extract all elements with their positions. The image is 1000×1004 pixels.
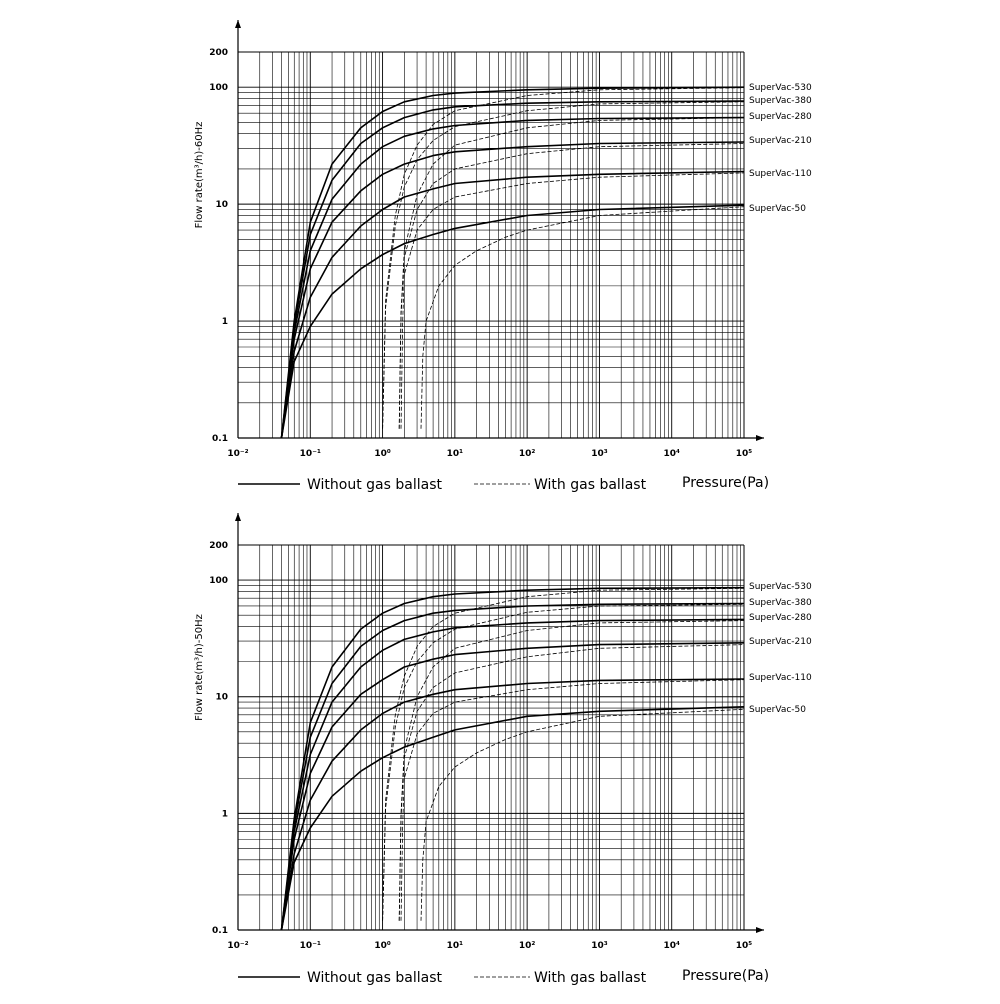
series-line-supervac-50-dashed xyxy=(420,708,745,921)
series-line-supervac-110-solid xyxy=(280,678,745,931)
series-line-supervac-380-dashed xyxy=(382,101,745,429)
x-axis-arrow xyxy=(756,927,764,933)
x-axis-label: Pressure(Pa) xyxy=(682,475,769,491)
series-line-supervac-280-dashed xyxy=(398,620,745,921)
x-tick-label: 10¹ xyxy=(447,449,464,459)
series-line-supervac-530-dashed xyxy=(382,587,745,921)
y-tick-label: 10 xyxy=(215,693,228,703)
x-tick-label: 10² xyxy=(519,449,536,459)
series-label: SuperVac-530 xyxy=(749,582,812,592)
series-lines xyxy=(280,586,745,931)
series-label: SuperVac-110 xyxy=(749,673,812,683)
series-line-supervac-50-solid xyxy=(280,204,745,439)
x-tick-label: 10¹ xyxy=(447,941,464,951)
y-axis-label: Flow rate(m³/h)-60Hz xyxy=(194,122,205,229)
series-line-supervac-210-dashed xyxy=(398,143,745,429)
series-label: SuperVac-280 xyxy=(749,613,812,623)
x-tick-label: 10⁵ xyxy=(736,941,753,951)
legend: Without gas ballast With gas ballast xyxy=(238,970,647,986)
x-tick-label: 10⁻¹ xyxy=(300,449,321,459)
y-tick-label: 10 xyxy=(215,200,228,210)
series-line-supervac-380-solid xyxy=(280,100,745,439)
series-line-supervac-110-dashed xyxy=(400,679,745,921)
legend-label-without-gas-ballast: Without gas ballast xyxy=(307,970,442,986)
y-tick-label: 1 xyxy=(222,809,228,819)
y-tick-label: 100 xyxy=(209,83,228,93)
x-tick-label: 10⁰ xyxy=(374,941,391,951)
chart-panel-1: 0.1 1 10 100 200 10⁻² 10⁻¹ 10⁰ 10¹ 10² 10³ 10⁴ 10⁵ Fl… xyxy=(194,20,812,493)
x-tick-label: 10⁰ xyxy=(374,449,391,459)
x-tick-label: 10⁵ xyxy=(736,449,753,459)
series-label: SuperVac-50 xyxy=(749,705,806,715)
x-tick-label: 10⁴ xyxy=(663,449,680,459)
x-tick-label: 10⁻¹ xyxy=(300,941,321,951)
series-lines xyxy=(280,86,745,439)
x-gridlines xyxy=(237,545,745,930)
series-label: SuperVac-210 xyxy=(749,136,812,146)
series-label: SuperVac-50 xyxy=(749,204,806,214)
y-axis-label: Flow rate(m³/h)-50Hz xyxy=(194,614,205,721)
y-gridlines xyxy=(238,51,744,439)
x-tick-label: 10⁻² xyxy=(227,449,248,459)
chart-panel-2: 0.1 1 10 100 200 10⁻² 10⁻¹ 10⁰ 10¹ 10² 10³ 10⁴ 10⁵ Fl… xyxy=(194,513,812,986)
series-label: SuperVac-280 xyxy=(749,112,812,122)
x-tick-label: 10³ xyxy=(591,449,608,459)
series-label: SuperVac-380 xyxy=(749,598,812,608)
series-line-supervac-530-dashed xyxy=(382,87,745,429)
y-gridlines xyxy=(238,544,744,931)
series-line-supervac-530-solid xyxy=(280,586,745,931)
x-tick-label: 10⁴ xyxy=(663,941,680,951)
legend-label-with-gas-ballast: With gas ballast xyxy=(534,477,647,493)
y-tick-label: 0.1 xyxy=(212,926,228,936)
x-axis-label: Pressure(Pa) xyxy=(682,968,769,984)
series-line-supervac-380-dashed xyxy=(382,603,745,921)
y-tick-label: 1 xyxy=(222,317,228,327)
series-line-supervac-280-solid xyxy=(280,116,745,439)
x-tick-label: 10³ xyxy=(591,941,608,951)
x-tick-label: 10² xyxy=(519,941,536,951)
series-line-supervac-110-dashed xyxy=(400,172,745,429)
series-label: SuperVac-110 xyxy=(749,169,812,179)
y-tick-label: 100 xyxy=(209,576,228,586)
y-tick-label: 0.1 xyxy=(212,434,228,444)
x-tick-label: 10⁻² xyxy=(227,941,248,951)
series-line-supervac-280-dashed xyxy=(398,117,745,429)
series-line-supervac-530-solid xyxy=(280,86,745,439)
series-line-supervac-110-solid xyxy=(280,170,745,439)
series-line-supervac-280-solid xyxy=(280,618,745,931)
series-line-supervac-210-solid xyxy=(280,141,745,439)
legend-label-without-gas-ballast: Without gas ballast xyxy=(307,477,442,493)
series-line-supervac-210-dashed xyxy=(398,644,745,921)
series-label: SuperVac-530 xyxy=(749,83,812,93)
x-axis-arrow xyxy=(756,435,764,441)
series-line-supervac-210-solid xyxy=(280,642,745,931)
series-label: SuperVac-210 xyxy=(749,637,812,647)
series-line-supervac-50-solid xyxy=(280,706,745,931)
legend-label-with-gas-ballast: With gas ballast xyxy=(534,970,647,986)
y-axis-arrow xyxy=(235,20,241,28)
x-gridlines xyxy=(237,52,745,438)
legend: Without gas ballast With gas ballast xyxy=(238,477,647,493)
y-tick-label: 200 xyxy=(209,48,228,58)
series-label: SuperVac-380 xyxy=(749,96,812,106)
series-line-supervac-50-dashed xyxy=(420,206,745,429)
series-line-supervac-380-solid xyxy=(280,602,745,931)
y-axis-arrow xyxy=(235,513,241,521)
y-tick-label: 200 xyxy=(209,541,228,551)
